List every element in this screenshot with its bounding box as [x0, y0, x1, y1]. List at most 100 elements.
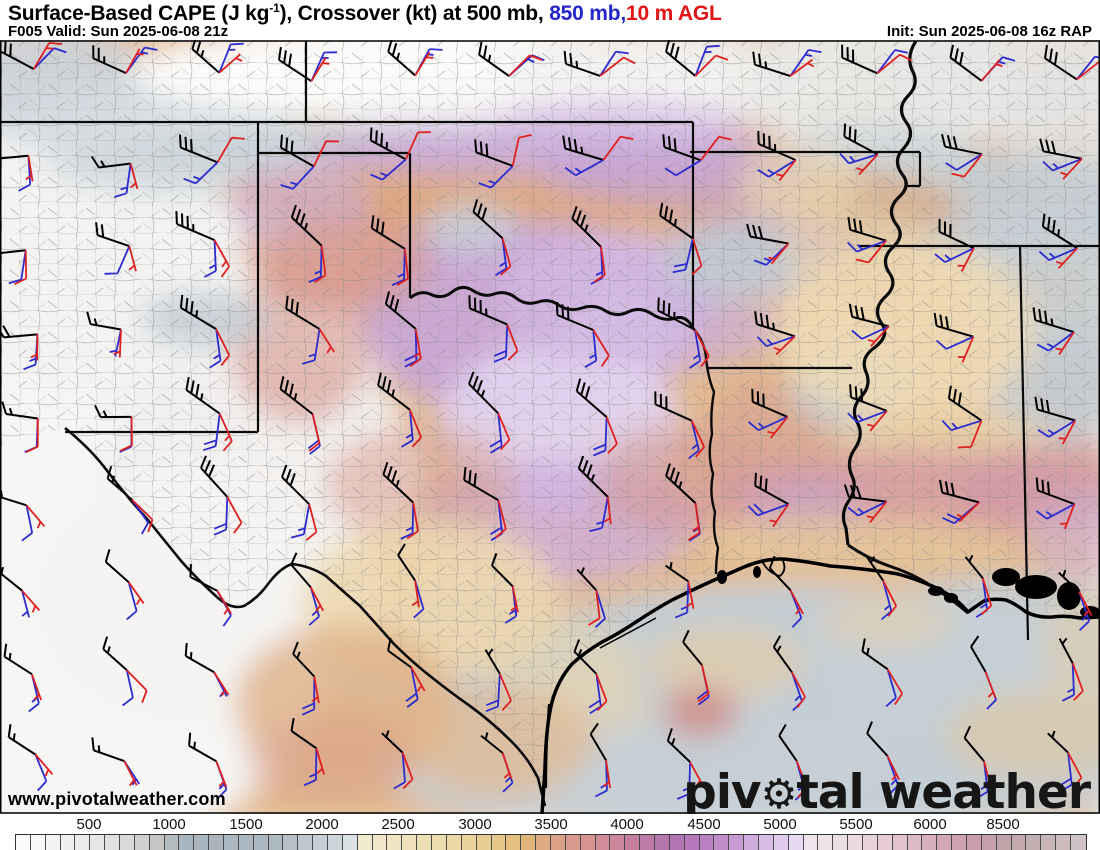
wind-barb-upper: [576, 567, 598, 591]
wind-barb-upper: [768, 555, 792, 591]
colorbar-cell: [595, 835, 611, 850]
wind-barb-upper: [200, 455, 229, 498]
wind-barb-surface: [305, 503, 318, 541]
colorbar-cell: [268, 835, 284, 850]
wind-barb-upper: [577, 455, 609, 498]
wind-barb-surface: [113, 329, 122, 358]
wind-barb-surface: [409, 409, 423, 448]
wind-barb-mid: [1038, 247, 1078, 262]
wind-barb-surface: [500, 237, 512, 276]
wind-barb-surface: [1055, 331, 1075, 356]
wind-barb-upper: [285, 295, 321, 330]
wind-barb-upper: [970, 635, 987, 673]
wind-barb-upper: [933, 312, 974, 338]
wind-barb-mid: [280, 165, 315, 190]
wind-barb-surface: [588, 590, 601, 626]
wind-barb-mid: [122, 669, 134, 707]
colorbar-cell: [224, 835, 239, 850]
wind-barb-upper: [562, 135, 604, 161]
wind-barb-surface: [31, 673, 43, 701]
wind-barb-upper: [472, 199, 504, 239]
wind-barb-upper: [279, 376, 314, 415]
wind-barb-mid: [302, 676, 316, 716]
wind-barb-upper: [866, 721, 889, 757]
wind-barb-mid: [1042, 157, 1083, 172]
watermark-url: www.pivotalweather.com: [8, 789, 226, 809]
wind-barb-upper: [841, 44, 878, 75]
colorbar-cell: [238, 835, 254, 850]
cape-colorbar: 500 1000 1500 2000 2500 3000 3500 4000 4500 5000 5…: [0, 814, 1100, 850]
wind-barb-upper: [184, 643, 215, 674]
colorbar-cell: [521, 835, 537, 850]
wind-barb-mid: [183, 161, 219, 185]
wind-barb-mid: [934, 247, 975, 264]
wind-barb-surface: [314, 245, 327, 284]
wind-barb-mid: [880, 580, 893, 621]
colorbar-cell: [75, 835, 91, 850]
wind-barb-upper: [847, 216, 887, 242]
colorbar-cell: [922, 835, 938, 850]
colorbar-cell: [640, 835, 655, 850]
wind-barb-surface: [315, 748, 325, 775]
title-segment: -1: [269, 1, 280, 15]
wind-barb-mid: [493, 324, 509, 363]
wind-barb-upper: [654, 391, 693, 422]
wind-barb-surface: [876, 53, 912, 74]
wind-barb-surface: [216, 136, 245, 163]
wind-barb-mid: [747, 503, 789, 517]
colorbar-cell: [996, 835, 1012, 850]
wind-barb-surface: [599, 56, 636, 77]
colorbar-cell: [625, 835, 641, 850]
colorbar-cell: [565, 835, 581, 850]
wind-barb-mid: [126, 581, 138, 621]
wind-barb-surface: [957, 336, 975, 363]
colorbar-cell: [402, 835, 418, 850]
colorbar-tick: 6000: [913, 816, 947, 833]
wind-barb-upper: [0, 38, 35, 70]
colorbar-cell: [907, 835, 923, 850]
pivotal-weather-logo: piv⚙tal weather: [683, 765, 1091, 820]
wind-barb-upper: [757, 130, 796, 161]
wind-barb-surface: [25, 504, 46, 529]
wind-barb-surface: [882, 580, 897, 617]
wind-barb-upper: [662, 134, 702, 162]
wind-barb-surface: [773, 335, 796, 356]
wind-barb-upper: [843, 123, 879, 156]
wind-barb-upper: [280, 134, 315, 168]
coastline: [540, 557, 1100, 815]
colorbar-tick: 3500: [534, 816, 568, 833]
colorbar-tick: 2500: [381, 816, 415, 833]
wind-barb-surface: [1078, 591, 1093, 617]
wind-barb-mid: [941, 419, 982, 432]
wind-barb-surface: [694, 329, 710, 368]
colorbar-cell: [446, 835, 462, 850]
wind-barb-surface: [769, 503, 790, 528]
wind-barb-surface: [14, 250, 28, 286]
wind-barb-mid: [847, 410, 888, 424]
cape-map-canvas: [0, 10, 1100, 850]
wind-barb-upper: [573, 639, 598, 675]
wind-barb-upper: [290, 552, 312, 588]
wind-barb-surface: [686, 581, 695, 609]
wind-barb-mid: [21, 590, 30, 618]
wind-barb-surface: [401, 752, 414, 790]
wind-barb-mid: [291, 504, 311, 539]
wind-barb-mid: [885, 668, 897, 707]
wind-barb-mid: [400, 502, 415, 540]
colorbar-cell: [610, 835, 626, 850]
wind-barb-upper: [939, 479, 980, 504]
wind-barb-upper: [278, 46, 312, 83]
wind-barb-upper: [104, 549, 130, 583]
wind-barb-surface: [25, 418, 39, 454]
wind-barb-surface: [310, 57, 330, 82]
wind-barb-mid: [21, 505, 34, 542]
wind-barb-mid: [851, 325, 890, 340]
wind-barb-surface: [21, 590, 41, 613]
colorbar-cell: [684, 835, 700, 850]
wind-barb-upper: [1044, 45, 1078, 81]
wind-barb-upper: [290, 718, 317, 750]
wind-barb-upper: [941, 133, 983, 156]
wind-barb-upper: [90, 155, 131, 169]
wind-barb-mid: [203, 240, 217, 278]
wind-barb-upper: [95, 222, 130, 248]
